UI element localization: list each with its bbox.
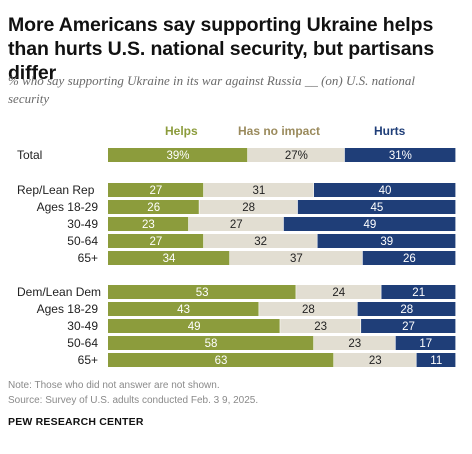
data-label-hurts: 49 bbox=[363, 219, 376, 231]
data-label-no-impact: 28 bbox=[302, 304, 315, 316]
data-label-helps: 63 bbox=[215, 355, 228, 367]
pew-brand: PEW RESEARCH CENTER bbox=[8, 416, 144, 428]
bar-helps bbox=[108, 234, 204, 248]
bar-no-impact bbox=[313, 336, 396, 350]
bar-no-impact bbox=[296, 285, 381, 299]
bar-helps bbox=[108, 251, 230, 265]
data-label-hurts: 28 bbox=[400, 304, 413, 316]
note-text: Note: Those who did not answer are not s… bbox=[8, 380, 220, 391]
bar-hurts bbox=[381, 285, 456, 299]
data-label-no-impact: 23 bbox=[314, 321, 327, 333]
bar-hurts bbox=[317, 234, 456, 248]
data-label-hurts: 31% bbox=[389, 150, 412, 162]
bar-helps bbox=[108, 336, 314, 350]
data-label-helps: 23 bbox=[142, 219, 155, 231]
bar-hurts bbox=[357, 302, 456, 316]
bar-no-impact bbox=[247, 148, 345, 162]
bar-helps bbox=[108, 285, 296, 299]
bar-no-impact bbox=[280, 319, 361, 333]
data-label-helps: 26 bbox=[147, 202, 160, 214]
bar-helps bbox=[108, 319, 280, 333]
chart-title: More Americans say supporting Ukraine he… bbox=[8, 14, 435, 84]
row-label: Rep/Lean Rep bbox=[17, 183, 95, 197]
data-label-hurts: 17 bbox=[419, 338, 432, 350]
data-label-no-impact: 23 bbox=[369, 355, 382, 367]
data-label-no-impact: 27% bbox=[285, 150, 308, 162]
data-label-hurts: 21 bbox=[412, 287, 425, 299]
bar-helps bbox=[108, 183, 204, 197]
bar-helps bbox=[108, 302, 259, 316]
data-label-helps: 43 bbox=[177, 304, 190, 316]
row-label: Ages 18-29 bbox=[37, 302, 99, 316]
bar-helps bbox=[108, 217, 189, 231]
bar-no-impact bbox=[203, 234, 317, 248]
bar-hurts bbox=[362, 251, 456, 265]
row-label: 65+ bbox=[78, 353, 98, 367]
data-label-no-impact: 28 bbox=[242, 202, 255, 214]
bar-no-impact bbox=[199, 200, 298, 214]
row-label: Dem/Lean Dem bbox=[17, 285, 101, 299]
legend-hurts: Hurts bbox=[374, 124, 406, 138]
row-label: 50-64 bbox=[67, 234, 98, 248]
bar-no-impact bbox=[188, 217, 284, 231]
data-label-no-impact: 24 bbox=[332, 287, 345, 299]
data-label-no-impact: 37 bbox=[290, 253, 303, 265]
data-label-hurts: 39 bbox=[380, 236, 393, 248]
chart-subtitle: % who say supporting Ukraine in its war … bbox=[8, 73, 415, 106]
data-label-hurts: 45 bbox=[371, 202, 384, 214]
legend-has-no-impact: Has no impact bbox=[238, 124, 321, 138]
bar-no-impact bbox=[229, 251, 363, 265]
data-label-helps: 34 bbox=[163, 253, 176, 265]
row-label: Ages 18-29 bbox=[37, 200, 99, 214]
row-label: 50-64 bbox=[67, 336, 98, 350]
bar-helps bbox=[108, 200, 199, 214]
bar-hurts bbox=[395, 336, 456, 350]
data-label-hurts: 27 bbox=[402, 321, 415, 333]
data-label-helps: 53 bbox=[196, 287, 209, 299]
bar-hurts bbox=[297, 200, 456, 214]
data-label-helps: 58 bbox=[205, 338, 218, 350]
bar-hurts bbox=[313, 183, 456, 197]
row-label: Total bbox=[17, 148, 42, 162]
bar-no-impact bbox=[259, 302, 357, 316]
bar-hurts bbox=[416, 353, 456, 367]
row-label: 30-49 bbox=[67, 217, 98, 231]
bar-hurts bbox=[361, 319, 456, 333]
data-label-no-impact: 27 bbox=[230, 219, 243, 231]
data-label-helps: 27 bbox=[150, 185, 163, 197]
row-label: 65+ bbox=[78, 251, 98, 265]
bar-helps bbox=[108, 148, 248, 162]
data-label-hurts: 11 bbox=[430, 355, 442, 367]
bar-helps bbox=[108, 353, 334, 367]
data-label-helps: 39% bbox=[166, 150, 189, 162]
data-label-no-impact: 32 bbox=[254, 236, 267, 248]
stacked-bar-chart: Total 39% 27% 31% Rep/Lean Rep 27 31 40 Ages 18-… bbox=[17, 148, 456, 367]
bar-no-impact bbox=[203, 183, 314, 197]
bar-no-impact bbox=[334, 353, 416, 367]
data-label-hurts: 26 bbox=[403, 253, 416, 265]
bar-hurts bbox=[283, 217, 456, 231]
row-label: 30-49 bbox=[67, 319, 98, 333]
data-label-hurts: 40 bbox=[379, 185, 392, 197]
data-label-no-impact: 31 bbox=[253, 185, 266, 197]
data-label-no-impact: 23 bbox=[348, 338, 361, 350]
legend-helps: Helps bbox=[165, 124, 198, 138]
source-text: Source: Survey of U.S. adults conducted … bbox=[8, 395, 259, 406]
bar-hurts bbox=[344, 148, 456, 162]
data-label-helps: 27 bbox=[150, 236, 163, 248]
data-label-helps: 49 bbox=[188, 321, 201, 333]
